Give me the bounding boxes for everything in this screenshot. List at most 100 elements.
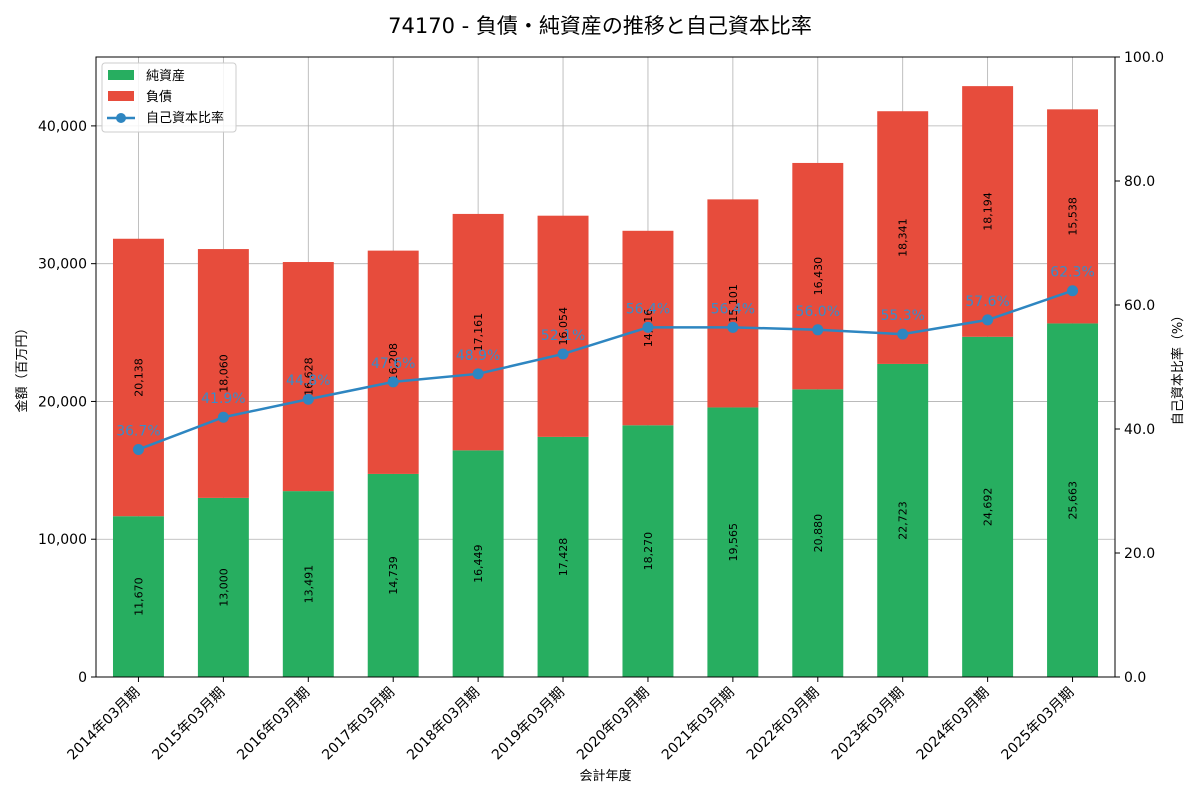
y2-tick-label: 20.0: [1124, 546, 1155, 562]
bar-label-net-assets: 18,270: [642, 532, 655, 571]
ratio-point: [982, 314, 994, 326]
bar-label-liabilities: 16,054: [557, 307, 570, 346]
legend-swatch-liabilities: [108, 91, 134, 101]
bar-liabilities: [282, 262, 334, 492]
ratio-label: 55.3%: [880, 308, 924, 324]
plot-border: [95, 56, 1116, 678]
bar-net-assets: [1047, 323, 1099, 677]
ratio-point: [302, 393, 314, 405]
bar-label-net-assets: 17,428: [557, 538, 570, 577]
legend-swatch-net-assets: [108, 70, 134, 80]
y2-tick-label: 40.0: [1124, 422, 1155, 438]
y2-tick-label: 80.0: [1124, 174, 1155, 190]
bar-liabilities: [962, 86, 1014, 337]
ratio-point: [1067, 285, 1079, 297]
x-tick-label: 2019年03月期: [489, 685, 568, 764]
x-tick-label: 2014年03月期: [64, 685, 143, 764]
bar-net-assets: [962, 336, 1014, 677]
y-tick-label: 40,000: [38, 119, 87, 135]
y2-tick-label: 60.0: [1124, 298, 1155, 314]
legend-swatch-ratio-marker: [116, 113, 126, 123]
x-tick-label: 2021年03月期: [659, 685, 738, 764]
bar-net-assets: [452, 450, 504, 677]
ratio-point: [897, 328, 909, 340]
x-tick-label: 2017年03月期: [319, 685, 398, 764]
bar-net-assets: [707, 407, 759, 677]
y2-axis-title: 自己資本比率（%）: [1170, 309, 1186, 425]
bar-net-assets: [112, 516, 164, 677]
bar-label-net-assets: 13,491: [302, 565, 315, 604]
bar-label-net-assets: 22,723: [897, 501, 910, 540]
bar-label-liabilities: 15,538: [1067, 197, 1080, 236]
ratio-label: 52.1%: [541, 328, 585, 344]
bar-liabilities: [877, 111, 929, 364]
ratio-line-series: 36.7% 41.9% 44.8% 47.6% 48.9% 52.1% 56.4% 56.4%…: [116, 265, 1095, 455]
chart-title: 74170 - 負債・純資産の推移と自己資本比率: [388, 14, 812, 38]
bar-label-net-assets: 13,000: [217, 568, 230, 607]
y-tick-label: 30,000: [38, 257, 87, 273]
bar-series: [112, 86, 1099, 677]
ratio-label: 57.6%: [965, 294, 1009, 310]
ratio-label: 47.6%: [371, 356, 415, 372]
bar-label-net-assets: 20,880: [812, 514, 825, 553]
bar-label-liabilities: 18,194: [982, 192, 995, 231]
ratio-point: [132, 443, 144, 455]
ratio-point: [387, 376, 399, 388]
y-axis-title: 金額（百万円）: [14, 321, 30, 412]
bar-liabilities: [537, 215, 589, 437]
ratio-label: 56.4%: [711, 301, 755, 317]
ratio-point: [812, 324, 824, 336]
ratio-line: [138, 289, 1073, 451]
bar-liabilities: [792, 162, 844, 390]
legend-frame: [101, 62, 237, 133]
y-tick-label: 20,000: [38, 394, 87, 410]
bar-label-liabilities: 16,628: [302, 357, 315, 396]
bar-label-net-assets: 24,692: [982, 488, 995, 526]
bar-net-assets: [367, 473, 419, 677]
bar-net-assets: [877, 363, 929, 677]
bar-label-net-assets: 16,449: [472, 544, 485, 583]
x-tick-label: 2020年03月期: [574, 685, 653, 764]
bar-net-assets: [282, 491, 334, 677]
y-tick-label: 10,000: [38, 532, 87, 548]
bar-liabilities: [197, 249, 249, 498]
bar-liabilities: [452, 213, 504, 451]
ratio-label: 41.9%: [201, 391, 245, 407]
bar-net-assets: [197, 497, 249, 677]
legend-label: 負債: [146, 90, 172, 105]
ratio-point: [472, 368, 484, 380]
ratio-label: 48.9%: [456, 348, 500, 364]
bar-liabilities: [367, 250, 419, 474]
bar-label-liabilities: 16,208: [387, 343, 400, 382]
x-tick-label: 2016年03月期: [234, 685, 313, 764]
x-tick-label: 2025年03月期: [999, 685, 1078, 764]
ratio-point: [642, 321, 654, 333]
bar-label-liabilities: 15,101: [727, 284, 740, 323]
ratio-point: [557, 348, 569, 360]
ratio-label: 36.7%: [116, 423, 160, 439]
y-tick-label: 0: [78, 670, 87, 686]
bar-liabilities: [707, 199, 759, 408]
x-tick-label: 2015年03月期: [149, 685, 228, 764]
bar-labels: 11,670 20,138 13,000 18,060 13,491 16,628 14,7…: [132, 192, 1079, 616]
legend-label: 自己資本比率: [146, 110, 224, 126]
ratio-label: 44.8%: [286, 373, 330, 389]
y2-tick-label: 100.0: [1124, 50, 1164, 66]
bar-label-liabilities: 17,161: [472, 313, 485, 352]
x-tick-label: 2024年03月期: [914, 685, 993, 764]
ratio-label: 56.0%: [796, 304, 840, 320]
bar-label-net-assets: 14,739: [387, 556, 400, 595]
ratio-label: 62.3%: [1050, 265, 1094, 281]
x-tick-label: 2023年03月期: [829, 685, 908, 764]
y2-tick-label: 0.0: [1124, 670, 1146, 686]
bar-liabilities: [112, 238, 164, 517]
bar-label-net-assets: 25,663: [1067, 481, 1080, 520]
x-tick-label: 2018年03月期: [404, 685, 483, 764]
legend-label: 純資産: [146, 68, 185, 84]
bar-label-liabilities: 18,060: [217, 354, 230, 393]
bar-label-net-assets: 11,670: [132, 577, 145, 616]
x-axis-title: 会計年度: [579, 768, 631, 784]
ratio-label: 56.4%: [626, 301, 670, 317]
